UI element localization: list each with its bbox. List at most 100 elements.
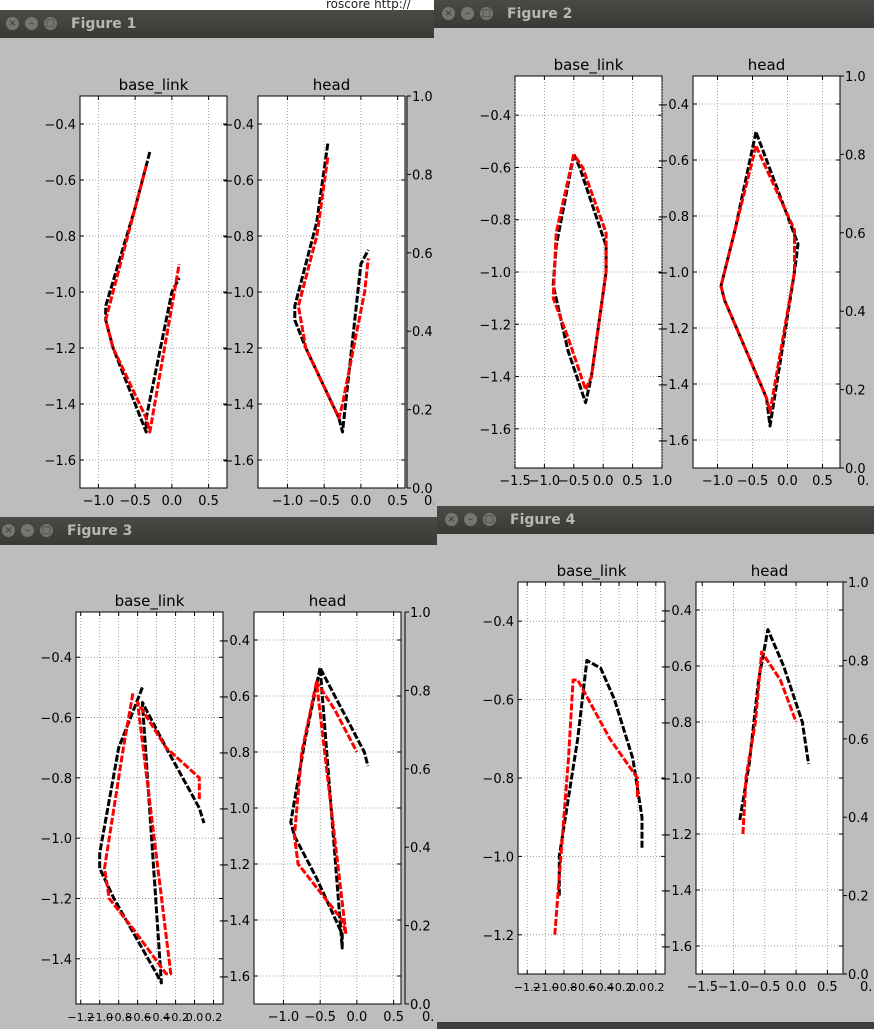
subplot-title: base_link	[557, 562, 627, 581]
subplot-base_link: −0.4−0.6−0.8−1.0−1.2−1.4−1.2−1.0−0.8−0.6…	[40, 592, 224, 1024]
y-tick-label: −1.4	[657, 378, 689, 393]
figure-2-window[interactable]: × – □ Figure 2 −0.4 −0.6 −0.8 −1.0 −1.2 −1.4 −…	[434, 0, 874, 515]
x-tick-label: −1.5	[686, 980, 718, 995]
right-axis: 1.0 0.8 0.6 0.4 0.2 0.00.	[406, 90, 436, 509]
right-tick-label: 0.4	[845, 305, 866, 320]
x-tick-label: −0.8	[551, 981, 578, 994]
close-icon[interactable]: ×	[442, 7, 455, 20]
x-tick-label: −1.0	[718, 980, 750, 995]
x-tick-label: −1.0	[272, 494, 304, 509]
y-tick-label: −1.6	[218, 970, 250, 985]
trajectory-predicted	[296, 157, 370, 420]
x-tick-label: −0.5	[308, 494, 340, 509]
right-tick-label: 0.8	[410, 684, 431, 699]
x-tick-label: −1.0	[532, 981, 559, 994]
right-tick-label: 0.6	[845, 227, 866, 242]
right-tick-label: 0.2	[412, 404, 433, 419]
title-bar[interactable]: × – □ Figure 1	[0, 10, 437, 38]
x-tick-label: −0.5	[558, 474, 590, 489]
subplot-head: −0.4−0.6−0.8−1.0−1.2−1.4−1.6−1.0 −0.5 0.0 0…	[657, 56, 841, 489]
trajectory-predicted	[103, 693, 201, 976]
y-tick-label: −1.4	[660, 884, 692, 899]
right-x-tick-label: 0.	[860, 980, 872, 995]
axes-frame	[514, 75, 663, 469]
close-icon[interactable]: ×	[6, 17, 19, 30]
x-tick-label: 0.0	[186, 1011, 204, 1024]
x-tick-label: −0.2	[162, 1011, 189, 1024]
y-tick-label: −0.6	[44, 174, 76, 189]
subplot-title: head	[313, 76, 350, 94]
y-tick-label: −0.4	[660, 604, 692, 619]
y-tick-label: −0.6	[482, 694, 514, 709]
right-tick-label: 0.6	[410, 763, 431, 778]
figure-1-window[interactable]: × – □ Figure 1 −0.4 −0.6 −0.8 −1.0 −1.2 −1.4−…	[0, 10, 437, 520]
y-tick-label: −0.8	[482, 772, 514, 787]
trajectory-predicted	[551, 153, 608, 392]
y-tick-label: −0.6	[40, 712, 72, 727]
y-tick-label: −0.4	[479, 109, 511, 124]
x-tick-label: −0.4	[143, 1011, 170, 1024]
trajectory-measured	[98, 686, 206, 985]
x-tick-label: −1.2	[514, 981, 541, 994]
minimize-icon[interactable]: –	[464, 513, 477, 526]
x-tick-label: 0.2	[205, 1011, 223, 1024]
figure-3-window[interactable]: × – □ Figure 3 −0.4 −0.6 −0.8 −1.0 −1.2 −1.4−…	[0, 517, 437, 1029]
y-tick-label: −0.8	[657, 210, 689, 225]
x-tick-label: −0.5	[749, 980, 781, 995]
maximize-icon[interactable]: □	[483, 513, 496, 526]
right-tick-label: 0.2	[848, 890, 869, 905]
x-tick-label: 0.0	[351, 494, 372, 509]
y-tick-label: −1.0	[482, 850, 514, 865]
x-tick-label: 0.5	[383, 1010, 404, 1025]
subplot-title: head	[309, 592, 346, 610]
trajectory-measured	[289, 666, 370, 950]
x-tick-label: −1.0	[529, 474, 561, 489]
close-icon[interactable]: ×	[445, 513, 458, 526]
trajectory-measured	[557, 658, 644, 896]
x-tick-label: −1.0	[702, 474, 734, 489]
y-tick-label: −0.6	[218, 690, 250, 705]
y-tick-label: −0.4	[44, 118, 76, 133]
y-tick-label: −1.4	[479, 371, 511, 386]
x-tick-label: −0.4	[587, 981, 614, 994]
y-tick-label: −0.8	[479, 214, 511, 229]
x-tick-label: −0.2	[606, 981, 633, 994]
minimize-icon[interactable]: –	[461, 7, 474, 20]
y-tick-label: −0.8	[222, 230, 254, 245]
y-tick-label: −1.0	[660, 772, 692, 787]
trajectory-measured	[738, 628, 811, 821]
axes-frame	[695, 581, 844, 975]
figure-1-canvas[interactable]: −0.4−0.6−0.8−1.0−1.2−1.4−1.6−1.0 −0.5 0.0 0…	[0, 38, 437, 520]
y-tick-label: −0.6	[222, 174, 254, 189]
y-tick-label: −1.2	[40, 892, 72, 907]
y-tick-label: −0.4	[482, 615, 514, 630]
figure-2-canvas[interactable]: −0.4−0.6−0.8−1.0−1.2−1.4−1.6−1.5−1.0−0.5…	[434, 28, 874, 515]
y-tick-label: −1.6	[479, 423, 511, 438]
maximize-icon[interactable]: □	[44, 17, 57, 30]
minimize-icon[interactable]: –	[21, 524, 34, 537]
title-bar[interactable]: × – □ Figure 3	[0, 517, 437, 545]
title-bar[interactable]: × – □ Figure 4	[437, 506, 874, 534]
window-title: Figure 3	[67, 523, 133, 539]
y-tick-label: −1.0	[222, 286, 254, 301]
subplot-head: −0.4−0.6−0.8−1.0−1.2−1.4−1.6−1.0 −0.5 0.0 0…	[222, 76, 408, 509]
right-tick-label: 1.0	[845, 70, 866, 85]
trajectory-predicted	[292, 680, 359, 936]
figure-4-canvas[interactable]: −0.4−0.6−0.8−1.0−1.2−1.2−1.0−0.8−0.6−0.4…	[437, 534, 874, 1029]
x-tick-label: 0.5	[198, 494, 219, 509]
right-tick-label: 0.4	[848, 811, 869, 826]
figure-3-canvas[interactable]: −0.4−0.6−0.8−1.0−1.2−1.4−1.2−1.0−0.8−0.6…	[0, 545, 437, 1029]
terminal-caption: roscore http://	[326, 0, 411, 10]
right-tick-label: 0.0	[848, 968, 869, 983]
figure-4-window[interactable]: × – □ Figure 4 −0.4 −0.6 −0.8 −1.0 −1.2 −1.2−…	[437, 506, 874, 1029]
y-tick-label: −1.4	[40, 953, 72, 968]
trajectory-predicted	[719, 145, 796, 414]
maximize-icon[interactable]: □	[480, 7, 493, 20]
x-tick-label: 0.5	[387, 494, 408, 509]
x-tick-label: 0.0	[162, 494, 183, 509]
maximize-icon[interactable]: □	[40, 524, 53, 537]
minimize-icon[interactable]: –	[25, 17, 38, 30]
close-icon[interactable]: ×	[2, 524, 15, 537]
title-bar[interactable]: × – □ Figure 2	[434, 0, 874, 28]
y-tick-label: −1.6	[657, 434, 689, 449]
